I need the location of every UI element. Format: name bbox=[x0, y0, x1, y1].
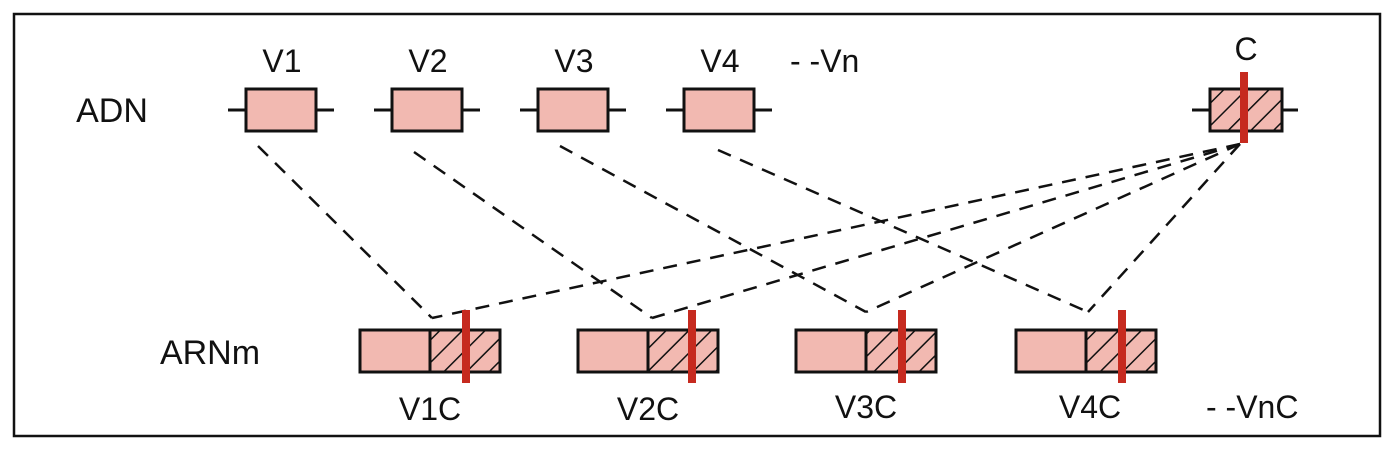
dna-segment-label-v4: V4 bbox=[700, 43, 739, 79]
dna-segment-label-v3: V3 bbox=[554, 43, 593, 79]
dna-segment-3-box bbox=[536, 87, 610, 133]
constant-label: C bbox=[1234, 31, 1257, 67]
splice-line-v3 bbox=[559, 144, 867, 314]
dna-segment-1-box bbox=[244, 87, 318, 133]
mrna-3-variable-box bbox=[794, 328, 868, 374]
mrna-label-v3c: V3C bbox=[835, 389, 897, 425]
splice-line-c1 bbox=[431, 142, 1241, 320]
mrna-label-v4c: V4C bbox=[1059, 389, 1121, 425]
dna-segment-4-box bbox=[682, 87, 756, 133]
mrna-2-variable-box bbox=[576, 328, 650, 374]
dna-segment-label-v2: V2 bbox=[408, 43, 447, 79]
splice-line-v4 bbox=[717, 148, 1089, 314]
connections bbox=[257, 142, 1241, 320]
segments bbox=[228, 72, 1298, 383]
dna-more-label: - -Vn bbox=[790, 43, 859, 79]
frame bbox=[12, 12, 1382, 438]
dna-row-label: ADN bbox=[76, 92, 148, 130]
dna-segment-2-box bbox=[390, 87, 464, 133]
splice-line-c4 bbox=[1087, 143, 1241, 313]
mrna-label-v1c: V1C bbox=[399, 391, 461, 427]
mrna-more-label: - -VnC bbox=[1206, 389, 1298, 425]
mrna-4-variable-box bbox=[1014, 328, 1088, 374]
splice-line-c3 bbox=[865, 142, 1241, 314]
mrna-2-constant-box bbox=[646, 328, 720, 374]
splice-line-v2 bbox=[413, 150, 653, 320]
mrna-row-label: ARNm bbox=[160, 334, 260, 372]
splice-line-c2 bbox=[651, 142, 1241, 320]
mrna-1-variable-box bbox=[358, 328, 432, 374]
splice-line-v1 bbox=[257, 145, 433, 319]
dna-segment-label-v1: V1 bbox=[262, 43, 301, 79]
mrna-label-v2c: V2C bbox=[617, 391, 679, 427]
